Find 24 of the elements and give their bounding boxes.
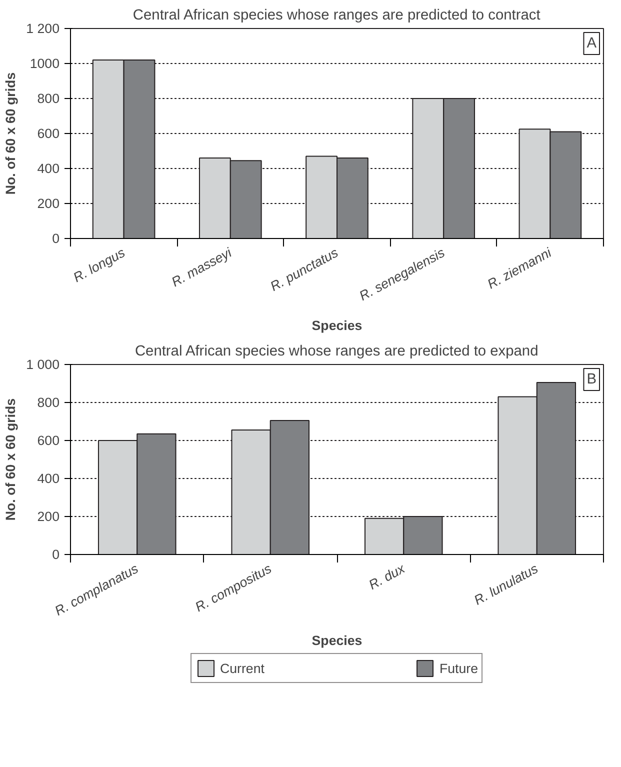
y-tick-label: 0 [52, 231, 60, 246]
y-tick-label: 600 [37, 126, 60, 141]
y-axis-title: No. of 60 x 60 grids [3, 398, 18, 521]
annotation: A [586, 36, 597, 52]
y-tick-label: 200 [37, 509, 60, 524]
chart-title: Central African species whose ranges are predicted to contract [132, 8, 540, 24]
y-tick-label: 600 [37, 433, 60, 448]
y-tick-label: 1000 [30, 56, 60, 71]
x-tick-label: R. dux [366, 560, 408, 593]
y-tick-label: 1 000 [26, 357, 60, 372]
chart-title: Central African species whose ranges are predicted to expand [134, 344, 538, 360]
y-tick-label: 400 [37, 471, 60, 486]
x-axis-title: Species [312, 633, 362, 648]
y-tick-label: 1 200 [26, 21, 60, 36]
y-tick-label: 800 [37, 91, 60, 106]
y-axis-title: No. of 60 x 60 grids [3, 72, 18, 195]
legend-label: Future [439, 660, 478, 676]
x-axis-title: Species [312, 318, 362, 334]
y-tick-label: 800 [37, 395, 60, 410]
annotation: B [586, 372, 597, 388]
y-tick-label: 200 [37, 196, 60, 211]
y-tick-label: 0 [52, 547, 60, 562]
legend-label: Current [220, 660, 264, 676]
y-tick-label: 400 [37, 161, 60, 176]
